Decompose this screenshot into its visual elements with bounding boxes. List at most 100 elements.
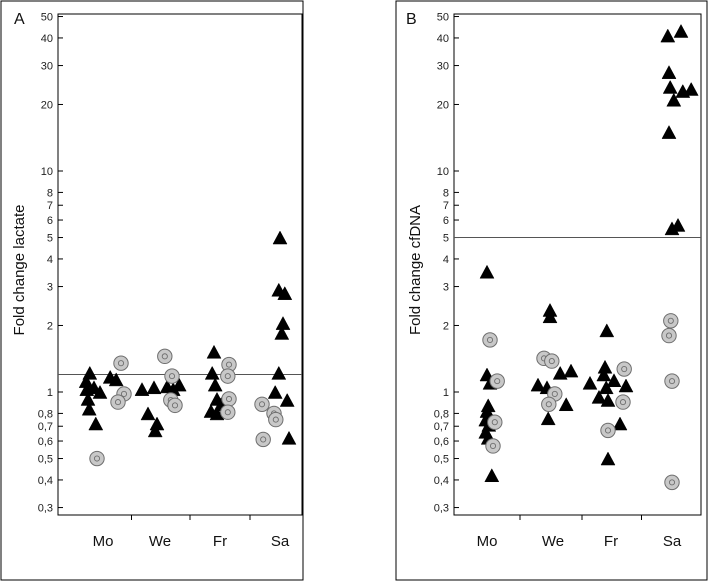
y-tick-label: 0,4 — [434, 475, 449, 487]
data-point-circle — [221, 356, 237, 373]
y-tick-label: 0,8 — [38, 408, 53, 420]
data-point-triangle — [92, 384, 108, 399]
category-label-we: We — [542, 533, 564, 550]
data-point-circle — [164, 368, 180, 384]
data-point-triangle — [271, 365, 287, 380]
data-point-circle — [167, 397, 183, 414]
y-tick-label: 4 — [443, 254, 449, 266]
y-tick-label: 7 — [443, 200, 449, 212]
plot-area — [57, 13, 303, 516]
y-tick-label: 0,6 — [38, 436, 53, 448]
y-tick-label: 5 — [443, 233, 449, 245]
y-tick-label: 0,5 — [38, 454, 53, 466]
y-tick-label: 2 — [47, 320, 53, 332]
y-tick-label: 20 — [41, 99, 53, 111]
y-tick-label: 4 — [47, 254, 53, 266]
y-tick-label: 3 — [47, 282, 53, 294]
y-tick-label: 2 — [443, 320, 449, 332]
data-point-circle — [221, 391, 237, 407]
data-point-triangle — [599, 323, 615, 338]
data-point-triangle — [159, 379, 175, 394]
data-point-triangle — [612, 416, 628, 431]
data-point-triangle — [664, 221, 680, 236]
y-tick-label: 3 — [443, 282, 449, 294]
data-point-triangle — [606, 373, 622, 388]
y-tick-label: 6 — [443, 215, 449, 227]
data-point-circle — [220, 368, 236, 384]
category-label-sa: Sa — [271, 533, 290, 550]
y-tick-label: 0,8 — [434, 408, 449, 420]
data-point-circle — [663, 313, 679, 329]
y-tick-label: 0,7 — [38, 421, 53, 433]
data-point-triangle — [660, 28, 676, 43]
data-point-circle — [220, 404, 236, 420]
data-point-triangle — [673, 23, 689, 38]
y-tick-label: 30 — [41, 61, 53, 73]
y-axis-label: Fold change lactate — [11, 205, 28, 336]
y-tick-label: 6 — [47, 215, 53, 227]
y-tick-label: 20 — [437, 99, 449, 111]
panel-frame — [395, 0, 708, 581]
data-point-triangle — [484, 468, 500, 483]
y-tick-label: 1 — [443, 387, 449, 399]
data-point-triangle — [279, 392, 295, 407]
y-tick-label: 0,5 — [434, 454, 449, 466]
data-point-triangle — [600, 392, 616, 407]
y-tick-label: 40 — [437, 33, 449, 45]
data-point-triangle — [530, 377, 546, 392]
data-point-triangle — [108, 372, 124, 387]
data-point-triangle — [540, 411, 556, 426]
data-point-triangle — [582, 375, 598, 390]
data-point-circle — [544, 353, 560, 369]
panel-a: A Fold change lactate 0,3 0,4 0,5 0,6 0,70,8 1 2… — [0, 0, 304, 581]
category-label-fr: Fr — [604, 533, 618, 550]
data-point-triangle — [171, 377, 187, 392]
y-tick-label: 5 — [47, 233, 53, 245]
data-point-triangle — [591, 389, 607, 404]
data-point-triangle — [275, 316, 291, 330]
y-tick-label: 10 — [41, 166, 53, 178]
data-point-triangle — [542, 309, 558, 324]
y-tick-label: 8 — [47, 187, 53, 199]
panel-label: B — [406, 11, 417, 28]
data-point-circle — [254, 396, 270, 412]
data-point-triangle — [207, 377, 223, 392]
data-point-circle — [664, 474, 680, 491]
panel-label: A — [14, 11, 25, 28]
category-label-mo: Mo — [93, 533, 114, 550]
y-tick-label: 40 — [41, 33, 53, 45]
category-label-we: We — [149, 533, 171, 550]
panel-b: B Fold change cfDNA 0,3 0,4 0,5 0,6 0,70,8 1 2 3 4… — [395, 0, 708, 581]
data-point-triangle — [558, 397, 574, 412]
category-label-mo: Mo — [477, 533, 498, 550]
data-point-triangle — [274, 325, 290, 340]
data-point-triangle — [140, 406, 156, 421]
data-point-triangle — [146, 380, 162, 395]
y-tick-label: 1 — [47, 387, 53, 399]
data-point-circle — [157, 348, 173, 365]
data-point-circle — [487, 414, 503, 430]
data-point-circle — [89, 450, 105, 467]
data-point-triangle — [81, 401, 97, 416]
data-point-circle — [616, 361, 632, 377]
y-tick-label: 0,4 — [38, 475, 53, 487]
data-point-triangle — [281, 430, 297, 445]
data-point-circle — [664, 373, 680, 389]
category-label-sa: Sa — [663, 533, 682, 550]
data-point-triangle — [147, 423, 163, 438]
data-point-circle — [268, 411, 284, 428]
y-tick-label: 50 — [41, 12, 53, 24]
y-tick-label: 30 — [437, 61, 449, 73]
y-tick-label: 7 — [47, 200, 53, 212]
y-tick-label: 0,3 — [434, 503, 449, 515]
data-point-triangle — [683, 81, 699, 96]
data-point-circle — [485, 438, 501, 454]
data-point-triangle — [666, 92, 682, 107]
data-point-triangle — [661, 65, 677, 79]
data-point-circle — [255, 431, 271, 448]
data-point-circle — [489, 373, 505, 389]
data-point-triangle — [88, 416, 104, 431]
data-point-triangle — [267, 384, 283, 399]
data-point-triangle — [206, 344, 222, 359]
